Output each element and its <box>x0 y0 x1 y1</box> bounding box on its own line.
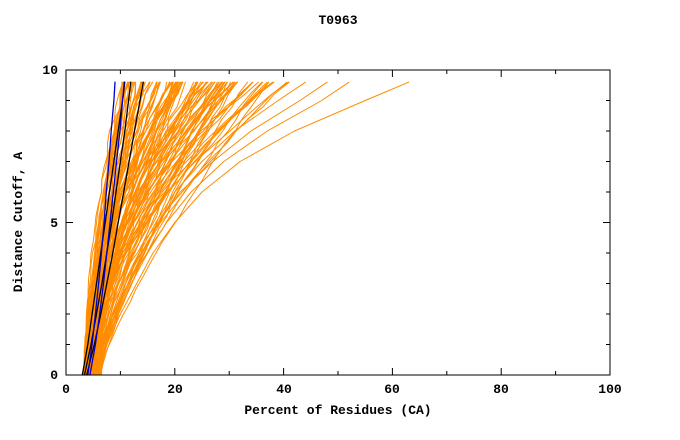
orange-outlier-4-curve <box>92 81 306 376</box>
y-tick-label: 0 <box>50 368 58 383</box>
y-tick-label: 10 <box>42 63 58 78</box>
x-tick-label: 40 <box>276 382 292 397</box>
blue-model-2-curve <box>89 81 125 376</box>
y-tick-label: 5 <box>50 216 58 231</box>
orange-outlier-3-curve <box>90 81 328 376</box>
ensemble-model-curve <box>89 81 184 376</box>
x-tick-label: 60 <box>384 382 400 397</box>
ensemble-model-curve <box>99 81 268 376</box>
ensemble-model-curve <box>95 81 225 376</box>
x-tick-label: 100 <box>598 382 622 397</box>
x-tick-label: 0 <box>62 382 70 397</box>
y-tick-labels: 0 5 10 <box>42 63 58 383</box>
ensemble-model-curve <box>86 81 226 376</box>
x-tick-labels: 0 20 40 60 80 100 <box>62 382 622 397</box>
x-axis-title: Percent of Residues (CA) <box>244 403 431 418</box>
ensemble-model-curve <box>97 81 195 376</box>
orange-outlier-2-curve <box>92 81 350 376</box>
ensemble-model-curve <box>86 81 204 376</box>
orange-outlier-1-curve <box>95 81 410 376</box>
y-axis-title: Distance Cutoff, A <box>11 152 26 293</box>
black-model-3-curve <box>81 81 126 376</box>
ensemble-model-curve <box>94 81 178 376</box>
x-tick-label: 20 <box>167 382 183 397</box>
blue-model-1-curve <box>87 81 116 376</box>
ensemble-curves <box>82 81 290 376</box>
plot-frame <box>65 69 611 376</box>
ensemble-model-curve <box>84 81 184 376</box>
chart-title: T0963 <box>318 13 357 28</box>
highlight-curves <box>81 81 410 376</box>
x-tick-label: 80 <box>493 382 509 397</box>
